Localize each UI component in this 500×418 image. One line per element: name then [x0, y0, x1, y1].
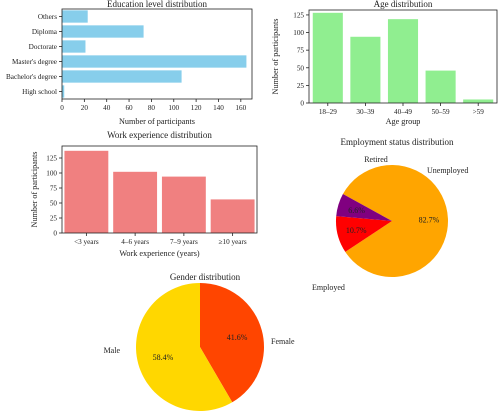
x-tick-label: ≥10 years [219, 238, 247, 246]
x-tick-label: 60 [125, 104, 133, 112]
y-tick-label: Doctorate [29, 43, 57, 51]
slice-value-label: 58.4% [153, 353, 174, 362]
gender-chart: Gender distribution 41.6% Female 58.4% Male [104, 272, 295, 411]
education-chart: Education level distribution Others Diplom… [6, 0, 253, 126]
x-tick-label: 20 [81, 104, 89, 112]
bar [62, 85, 65, 98]
x-tick-label: 18–29 [319, 108, 337, 116]
slice-category-label: Employed [312, 283, 345, 292]
pie-slice [135, 283, 233, 411]
age-chart: Age distribution 18–29 30–39 40–49 50–59 >59 0… [271, 0, 498, 126]
y-tick-label: 100 [293, 29, 304, 37]
y-axis-label: Number of participants [271, 19, 280, 95]
x-tick-label: 100 [168, 104, 179, 112]
slice-category-label: Unemployed [427, 166, 468, 175]
y-axis-label: Number of participants [30, 152, 39, 228]
y-tick-label: 50 [50, 200, 58, 208]
slice-category-label: Retired [364, 155, 388, 164]
y-tick-label: High school [22, 88, 57, 96]
pie-slice [200, 283, 264, 403]
x-axis-label: Age group [386, 117, 421, 126]
plot-frame [308, 9, 498, 104]
bar [312, 12, 343, 103]
y-tick-label: 25 [297, 82, 305, 90]
slice-value-label: 82.7% [419, 215, 440, 224]
bar [64, 150, 109, 233]
bar [62, 70, 182, 83]
chart-title: Age distribution [374, 0, 433, 9]
x-tick-label: 120 [191, 104, 202, 112]
x-tick-label: 40 [103, 104, 111, 112]
plot-frame [61, 8, 253, 100]
pie-slice [336, 216, 392, 252]
bar [387, 19, 419, 104]
y-tick-label: 50 [297, 64, 305, 72]
bar [161, 176, 206, 233]
x-axis-label: Work experience (years) [119, 249, 200, 258]
chart-title: Employment status distribution [341, 137, 454, 147]
y-tick-label: Master's degree [12, 58, 57, 66]
chart-title: Education level distribution [107, 0, 207, 9]
slice-value-label: 41.6% [227, 333, 248, 342]
chart-title: Work experience distribution [107, 130, 212, 140]
bar [113, 171, 158, 233]
y-tick-label: 0 [300, 100, 304, 108]
bar [62, 10, 88, 23]
x-tick-label: 50–59 [432, 108, 450, 116]
y-tick-label: 0 [53, 230, 57, 238]
bar [425, 70, 456, 103]
y-tick-label: 125 [293, 11, 304, 19]
slice-value-label: 10.7% [346, 226, 367, 235]
slice-category-label: Male [104, 346, 121, 355]
bar [350, 36, 381, 103]
pie-slice [336, 194, 392, 221]
x-tick-label: 30–39 [356, 108, 374, 116]
x-tick-label: 40–49 [394, 108, 412, 116]
plot-frame [61, 145, 258, 234]
bar [62, 55, 247, 68]
y-tick-label: Others [38, 13, 57, 21]
bar [62, 25, 144, 38]
y-tick-label: 75 [297, 47, 305, 55]
x-tick-label: 4–6 years [121, 238, 149, 246]
x-tick-label: 80 [148, 104, 156, 112]
y-tick-label: 125 [46, 155, 57, 163]
x-tick-label: <3 years [74, 238, 99, 246]
employment-chart: Employment status distribution 82.7% Emplo… [312, 137, 468, 292]
slice-category-label: Female [271, 337, 295, 346]
x-tick-label: 7–9 years [170, 238, 198, 246]
x-tick-label: 0 [60, 104, 64, 112]
work-experience-chart: Work experience distribution <3 years 4–6 … [30, 130, 258, 258]
bar [210, 199, 255, 233]
bar [62, 40, 86, 53]
pie-slice [342, 165, 449, 277]
slice-value-label: 6.6% [348, 206, 365, 215]
y-tick-label: Bachelor's degree [6, 73, 57, 81]
x-tick-label: 140 [213, 104, 224, 112]
bar [463, 99, 494, 103]
chart-title: Gender distribution [170, 272, 241, 282]
x-axis-label: Number of participants [119, 117, 195, 126]
y-tick-label: 75 [50, 185, 58, 193]
y-tick-label: 100 [46, 170, 57, 178]
y-tick-label: 25 [50, 215, 58, 223]
y-tick-label: Diploma [32, 28, 58, 36]
x-tick-label: 160 [235, 104, 246, 112]
x-tick-label: >59 [473, 108, 485, 116]
